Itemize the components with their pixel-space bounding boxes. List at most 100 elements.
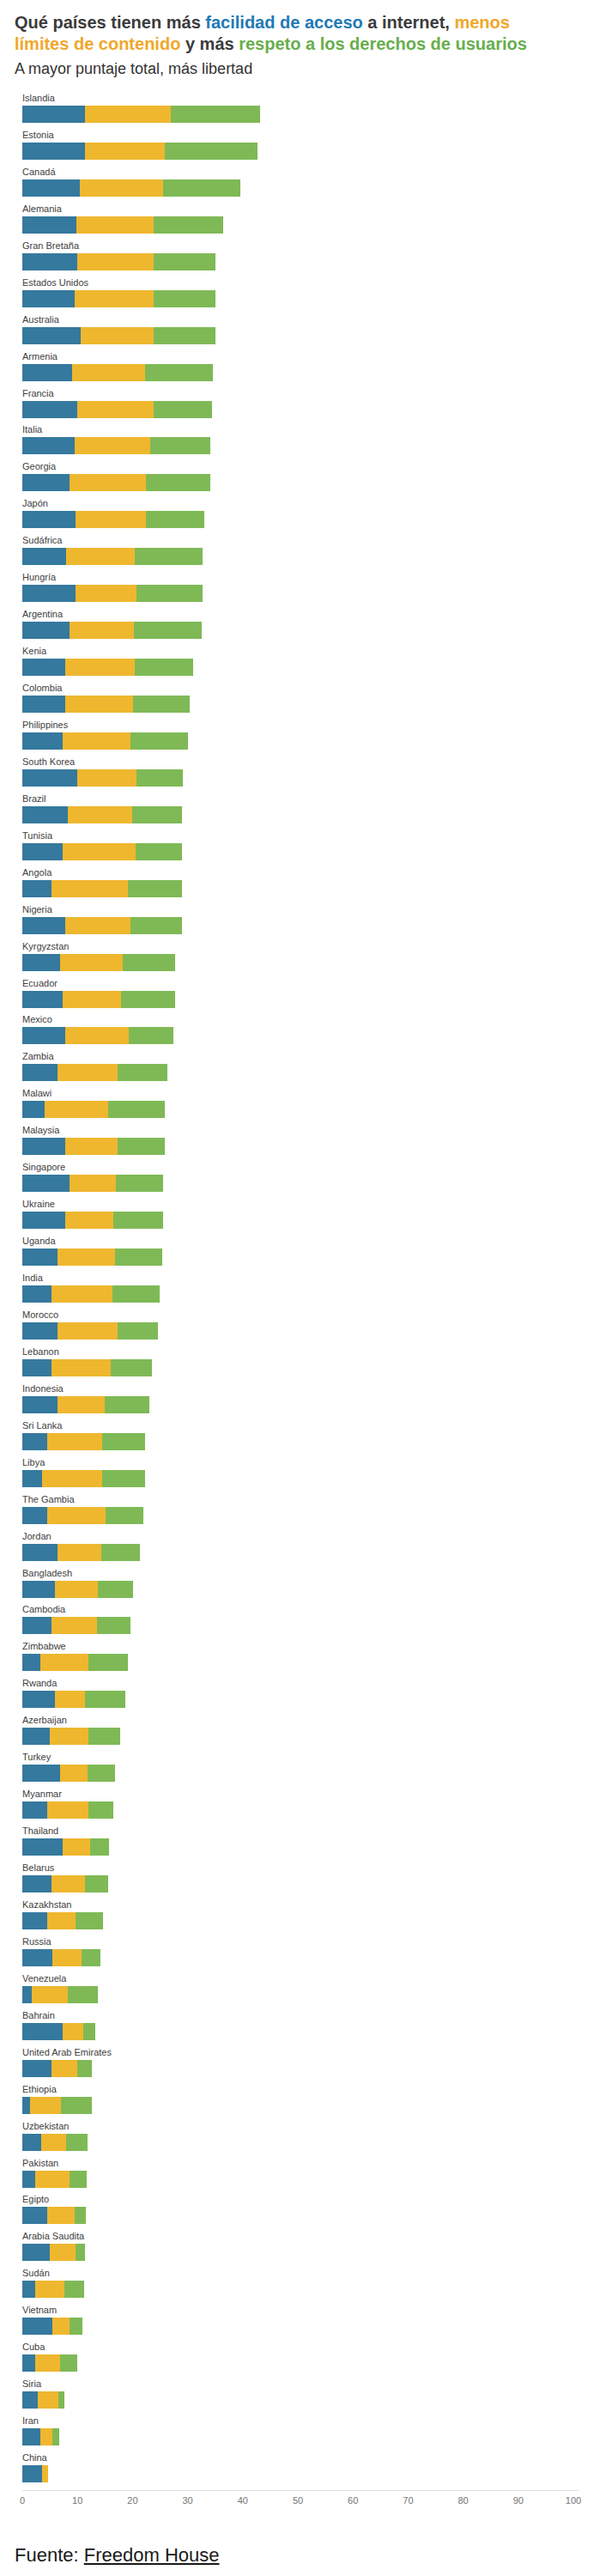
segment-access (22, 1912, 47, 1929)
segment-content (50, 2244, 76, 2261)
country-label: Jordan (22, 1530, 581, 1542)
source-prefix: Fuente: (15, 2544, 79, 2566)
segment-content (63, 732, 130, 750)
segment-rights (58, 2391, 65, 2409)
stacked-bar (22, 1175, 581, 1192)
segment-rights (136, 585, 203, 602)
segment-content (85, 143, 164, 160)
stacked-bar (22, 1875, 581, 1893)
segment-content (47, 1801, 88, 1819)
stacked-bar (22, 732, 581, 750)
country-row: Kyrgyzstan (22, 940, 581, 977)
segment-access (22, 2097, 30, 2114)
segment-rights (90, 1838, 109, 1856)
country-row: Thailand (22, 1825, 581, 1862)
country-label: Kyrgyzstan (22, 940, 581, 952)
country-label: Uganda (22, 1235, 581, 1247)
segment-access (22, 1396, 58, 1413)
segment-access (22, 585, 76, 602)
country-row: Rwanda (22, 1677, 581, 1714)
stacked-bar (22, 2097, 581, 2114)
segment-access (22, 2207, 47, 2224)
segment-rights (163, 179, 241, 197)
segment-content (85, 106, 171, 123)
country-row: Siria (22, 2378, 581, 2415)
segment-rights (132, 806, 182, 823)
segment-access (22, 1138, 65, 1155)
stacked-bar (22, 1212, 581, 1229)
country-row: Egipto (22, 2193, 581, 2230)
country-label: United Arab Emirates (22, 2046, 581, 2058)
country-label: Myanmar (22, 1788, 581, 1800)
segment-access (22, 622, 70, 639)
country-row: United Arab Emirates (22, 2046, 581, 2083)
country-row: South Korea (22, 756, 581, 793)
segment-access (22, 2244, 50, 2261)
stacked-bar (22, 1064, 581, 1081)
country-row: Armenia (22, 350, 581, 387)
segment-access (22, 474, 70, 491)
stacked-bar (22, 1359, 581, 1376)
country-label: Zimbabwe (22, 1640, 581, 1652)
country-row: Alemania (22, 203, 581, 240)
country-label: Turkey (22, 1751, 581, 1763)
country-label: Bangladesh (22, 1567, 581, 1579)
country-label: Italia (22, 423, 581, 435)
segment-rights (113, 1212, 163, 1229)
segment-rights (134, 622, 201, 639)
country-row: Sudáfrica (22, 534, 581, 571)
country-row: Iran (22, 2415, 581, 2451)
country-label: Indonesia (22, 1382, 581, 1394)
country-row: Canadá (22, 166, 581, 203)
country-label: Hungría (22, 571, 581, 583)
segment-rights (154, 327, 215, 344)
stacked-bar (22, 917, 581, 934)
segment-rights (165, 143, 258, 160)
country-row: Morocco (22, 1309, 581, 1346)
segment-rights (171, 106, 260, 123)
segment-access (22, 806, 68, 823)
country-label: Nigeria (22, 903, 581, 915)
country-label: Canadá (22, 166, 581, 178)
segment-content (52, 2060, 77, 2077)
country-row: Francia (22, 387, 581, 424)
stacked-bar (22, 696, 581, 713)
segment-access (22, 954, 60, 971)
x-axis-tick: 40 (238, 2495, 248, 2506)
segment-access (22, 327, 81, 344)
country-row: Ecuador (22, 977, 581, 1014)
stacked-bar (22, 143, 581, 160)
segment-content (47, 1912, 76, 1929)
country-row: Colombia (22, 682, 581, 719)
segment-access (22, 880, 52, 897)
segment-access (22, 2465, 42, 2482)
country-label: Cambodia (22, 1603, 581, 1615)
segment-access (22, 1433, 47, 1450)
segment-access (22, 1617, 52, 1634)
stacked-bar (22, 1285, 581, 1303)
country-label: Lebanon (22, 1346, 581, 1358)
segment-rights (136, 843, 182, 860)
country-row: Sri Lanka (22, 1419, 581, 1456)
country-row: Kazakhstan (22, 1899, 581, 1935)
segment-rights (83, 2023, 95, 2040)
stacked-bar (22, 1433, 581, 1450)
segment-rights (85, 1875, 109, 1893)
segment-access (22, 2171, 35, 2188)
segment-rights (88, 1765, 114, 1782)
segment-content (70, 1175, 116, 1192)
country-label: The Gambia (22, 1493, 581, 1505)
chart-subtitle: A mayor puntaje total, más libertad (15, 59, 581, 78)
segment-rights (68, 1986, 98, 2003)
stacked-bar (22, 769, 581, 787)
country-label: Sri Lanka (22, 1419, 581, 1431)
source-link[interactable]: Freedom House (84, 2544, 220, 2566)
segment-content (58, 1249, 115, 1266)
stacked-bar (22, 1691, 581, 1708)
country-label: Philippines (22, 719, 581, 731)
segment-content (38, 2391, 58, 2409)
country-label: Malawi (22, 1087, 581, 1099)
country-label: Tunisia (22, 829, 581, 841)
segment-content (70, 622, 135, 639)
segment-content (77, 401, 155, 418)
